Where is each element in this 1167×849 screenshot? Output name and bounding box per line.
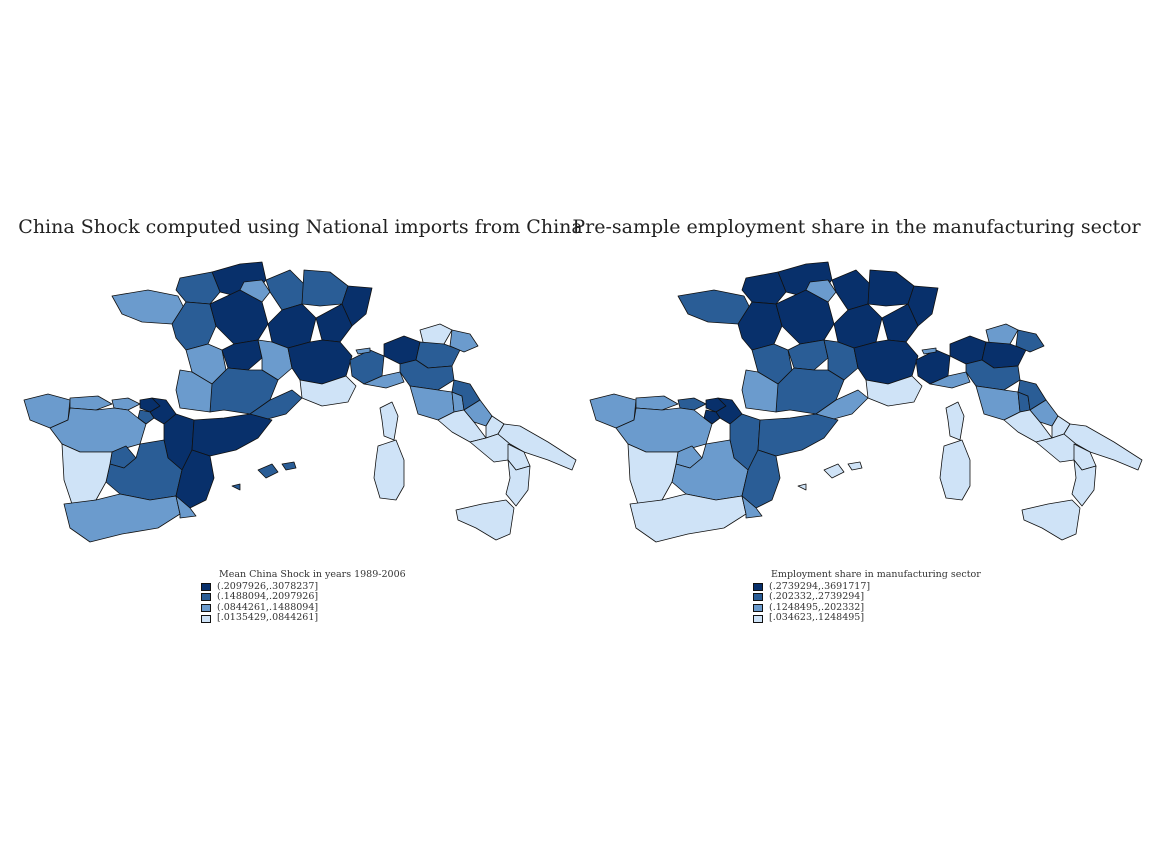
region-it-aosta xyxy=(355,347,371,355)
region-it-lazio xyxy=(437,409,487,443)
legend-swatch xyxy=(753,593,763,602)
region-fr-pays-loire xyxy=(171,301,217,351)
region-fr-rhone-alpes xyxy=(853,339,919,385)
region-it-liguria xyxy=(929,371,971,389)
region-it-aosta xyxy=(921,347,937,355)
legend-label: (.2097926,.3078237] xyxy=(217,580,319,592)
region-fr-paca xyxy=(299,375,357,407)
map-title: China Shock computed using National impo… xyxy=(18,216,583,238)
region-it-calabria xyxy=(505,459,531,507)
legend-swatch xyxy=(201,582,211,591)
map-panel-china-shock: China Shock computed using National impo… xyxy=(0,0,583,849)
region-fr-pays-loire xyxy=(737,301,783,351)
region-es-murcia xyxy=(175,495,197,519)
region-fr-corse xyxy=(379,401,399,441)
region-es-navarra xyxy=(715,397,743,425)
region-it-sicilia xyxy=(455,499,515,541)
legend-title: Mean China Shock in years 1989-2006 xyxy=(219,569,406,580)
region-it-lazio xyxy=(1003,409,1053,443)
region-fr-franche xyxy=(315,303,353,343)
legend-swatch xyxy=(201,614,211,623)
region-fr-midi-pyr xyxy=(775,367,845,415)
legend-label: [.034623,.1248495] xyxy=(769,612,865,624)
choropleth-map xyxy=(589,261,1143,543)
region-fr-normandy xyxy=(175,271,221,305)
map-legend: Employment share in manufacturing sector… xyxy=(753,569,981,624)
region-es-navarra xyxy=(149,397,177,425)
legend-swatch xyxy=(753,604,763,613)
region-it-sicilia xyxy=(1021,499,1081,541)
region-es-baleares xyxy=(797,461,863,491)
region-es-asturias xyxy=(635,395,679,411)
region-es-cantabria xyxy=(111,397,141,411)
map-panel-employment-share: Pre-sample employment share in the manuf… xyxy=(572,0,1166,849)
legend-label: (.2739294,.3691717] xyxy=(769,580,871,592)
legend-swatch xyxy=(201,593,211,602)
legend-title: Employment share in manufacturing sector xyxy=(771,569,981,580)
region-es-cantabria xyxy=(677,397,707,411)
region-fr-limousin xyxy=(221,339,263,371)
region-fr-alsace xyxy=(341,285,373,327)
legend-swatch xyxy=(201,604,211,613)
region-it-lombardia xyxy=(383,335,421,365)
legend-item: (.202332,.2739294] xyxy=(753,592,981,603)
legend-item: [.0135429,.0844261] xyxy=(201,613,406,624)
legend-label: [.0135429,.0844261] xyxy=(217,612,319,624)
region-fr-auvergne xyxy=(257,339,293,381)
region-it-puglia xyxy=(497,423,577,471)
region-fr-lorraine xyxy=(867,269,915,307)
region-fr-franche xyxy=(881,303,919,343)
legend-swatch xyxy=(753,614,763,623)
region-fr-midi-pyr xyxy=(209,367,279,415)
region-it-liguria xyxy=(363,371,405,389)
region-fr-paca xyxy=(865,375,923,407)
region-fr-lorraine xyxy=(301,269,349,307)
legend-item: (.2739294,.3691717] xyxy=(753,580,981,593)
region-it-friuli xyxy=(449,329,479,353)
region-es-murcia xyxy=(741,495,763,519)
legend-label: (.1488094,.2097926] xyxy=(217,591,319,603)
region-fr-champagne xyxy=(831,269,871,311)
legend-swatch xyxy=(753,582,763,591)
legend-item: (.0844261,.1488094] xyxy=(201,601,406,614)
legend-item: [.034623,.1248495] xyxy=(753,613,981,624)
region-it-lombardia xyxy=(949,335,987,365)
legend-item: (.1248495,.202332] xyxy=(753,601,981,614)
legend-label: (.202332,.2739294] xyxy=(769,591,865,603)
region-fr-corse xyxy=(945,401,965,441)
region-es-extremadura xyxy=(61,443,113,505)
region-fr-centre xyxy=(209,289,269,345)
region-it-sardegna xyxy=(373,439,405,501)
region-fr-alsace xyxy=(907,285,939,327)
legend-item: (.2097926,.3078237] xyxy=(201,580,406,593)
region-fr-centre xyxy=(775,289,835,345)
region-fr-auvergne xyxy=(823,339,859,381)
region-fr-bourgogne xyxy=(267,303,317,349)
map-title: Pre-sample employment share in the manuf… xyxy=(572,216,1141,238)
region-es-asturias xyxy=(69,395,113,411)
region-fr-limousin xyxy=(787,339,829,371)
region-es-baleares xyxy=(231,461,297,491)
region-fr-rhone-alpes xyxy=(287,339,353,385)
region-fr-bourgogne xyxy=(833,303,883,349)
map-legend: Mean China Shock in years 1989-2006 (.20… xyxy=(201,569,406,624)
region-it-sardegna xyxy=(939,439,971,501)
region-fr-champagne xyxy=(265,269,305,311)
region-it-puglia xyxy=(1063,423,1143,471)
region-it-calabria xyxy=(1071,459,1097,507)
region-es-cataluna xyxy=(757,413,839,457)
legend-label: (.0844261,.1488094] xyxy=(217,601,319,613)
region-es-cataluna xyxy=(191,413,273,457)
legend-item: (.1488094,.2097926] xyxy=(201,592,406,603)
legend-label: (.1248495,.202332] xyxy=(769,601,865,613)
region-es-extremadura xyxy=(627,443,679,505)
choropleth-map xyxy=(23,261,577,543)
region-fr-normandy xyxy=(741,271,787,305)
region-it-friuli xyxy=(1015,329,1045,353)
